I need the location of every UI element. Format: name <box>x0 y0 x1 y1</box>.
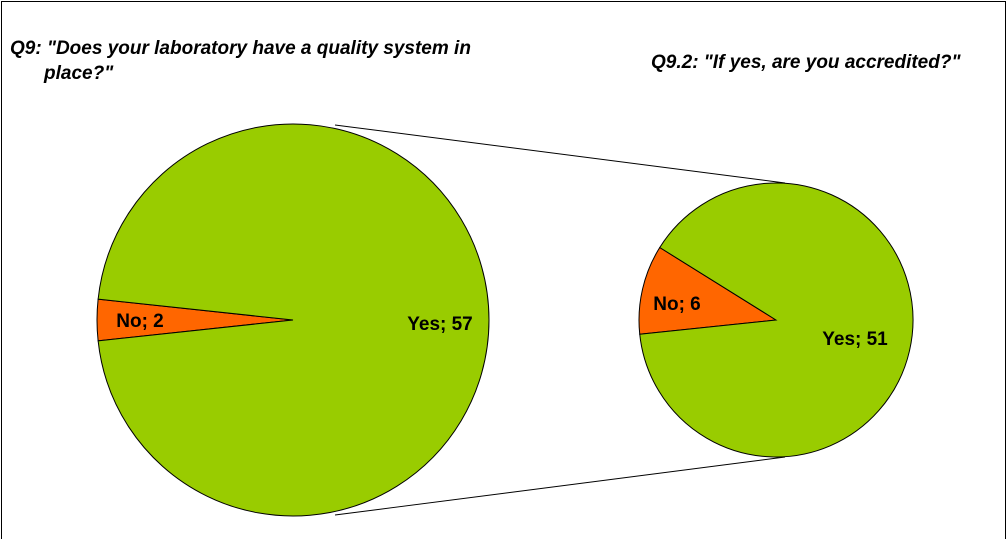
data-label: No; 6 <box>653 294 701 315</box>
data-label: No; 2 <box>116 311 164 332</box>
connector-line <box>334 456 786 516</box>
connector-line <box>334 124 786 184</box>
pie-slice <box>638 246 778 335</box>
pie-slice <box>639 182 914 458</box>
data-label: Yes; 51 <box>822 329 888 350</box>
pie-slice <box>97 123 490 517</box>
chart-title: Q9.2: "If yes, are you accredited?" <box>651 52 961 73</box>
chart-title: Q9: "Does your laboratory have a quality… <box>10 38 471 84</box>
data-label: Yes; 57 <box>407 314 473 335</box>
